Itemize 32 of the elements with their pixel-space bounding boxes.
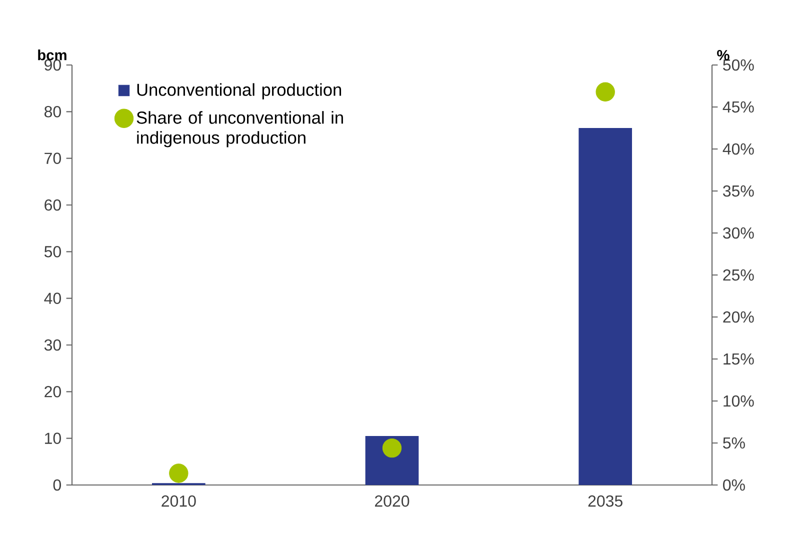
point <box>596 82 615 102</box>
legend-label: Unconventional production <box>137 83 342 100</box>
y-tick-label: 0 <box>53 479 61 491</box>
y2-tick-label: 0% <box>723 479 745 491</box>
y2-tick-label: 25% <box>723 269 754 281</box>
y2-tick-label: 50% <box>723 59 754 71</box>
point <box>382 438 402 458</box>
y-axis-title: bcm <box>38 50 66 60</box>
x-tick-label: 2010 <box>162 495 196 507</box>
y-tick-label: 70 <box>44 152 61 164</box>
y-tick-label: 40 <box>44 292 61 304</box>
y2-tick-label: 5% <box>723 437 745 449</box>
y-tick-label: 20 <box>44 386 61 398</box>
y2-tick-label: 15% <box>724 353 754 365</box>
y2-tick-label: 30% <box>723 227 754 239</box>
y2-tick-label: 35% <box>723 185 754 197</box>
bar <box>578 128 632 485</box>
x-tick-label: 2020 <box>375 495 410 507</box>
y-tick-label: 50 <box>44 246 61 258</box>
y-tick-label: 60 <box>44 199 61 211</box>
point <box>169 464 188 483</box>
legend-label: Share of unconventional in indigenous production <box>136 111 343 148</box>
x-tick-label: 2035 <box>588 495 622 507</box>
y-tick-label: 80 <box>44 106 61 118</box>
y2-axis-title: % <box>717 50 730 60</box>
y2-tick-label: 40% <box>722 143 754 155</box>
y2-tick-label: 45% <box>722 101 754 113</box>
y-tick-label: 10 <box>45 432 61 444</box>
y-tick-label: 30 <box>44 339 61 351</box>
y2-tick-label: 10% <box>724 395 754 407</box>
y-tick-label: 90 <box>44 59 61 71</box>
y2-tick-label: 20% <box>723 311 754 323</box>
